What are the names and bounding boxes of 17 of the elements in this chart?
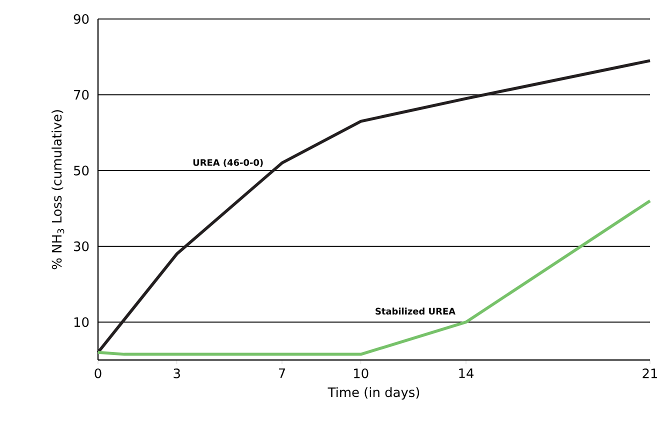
line-series <box>96 199 652 356</box>
y-axis-title: % NH$_{3}$ Loss (cumulative) <box>52 110 64 270</box>
x-axis-title: Time (in days) <box>328 387 420 400</box>
y-tick-label: 50 <box>74 166 89 176</box>
x-tick-label: 0 <box>94 368 102 378</box>
y-tick-label: 90 <box>74 14 89 24</box>
x-tick-label: 3 <box>174 368 180 378</box>
x-tick-label: 7 <box>278 368 286 378</box>
series-label: UREA (46-0-0) <box>193 158 263 167</box>
line-series <box>96 59 652 354</box>
y-tick-label: 10 <box>74 317 89 327</box>
x-tick-label: 14 <box>459 368 474 378</box>
y-tick-label: 30 <box>74 241 89 252</box>
x-tick-label: 21 <box>642 368 658 378</box>
x-tick-label: 10 <box>354 368 368 378</box>
y-tick-label: 70 <box>74 90 89 100</box>
series-label: Stabilized UREA <box>376 308 456 315</box>
